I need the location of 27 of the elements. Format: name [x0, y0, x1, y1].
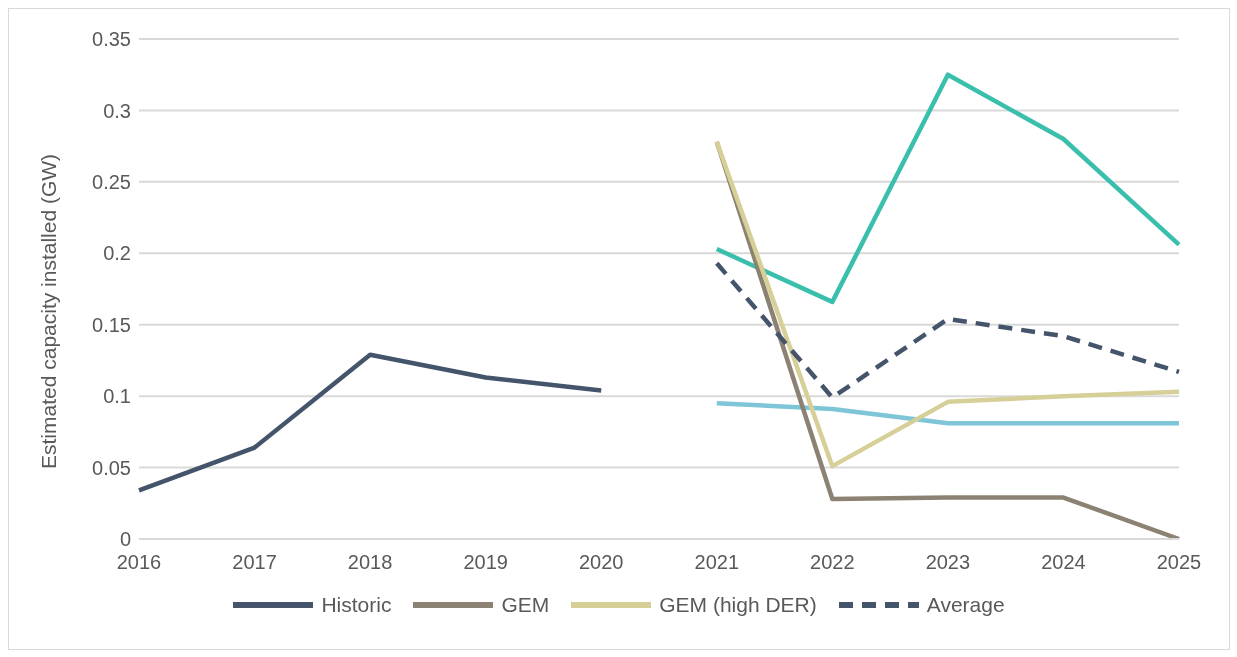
y-tick-label: 0.15	[92, 313, 131, 336]
line-series	[714, 261, 1182, 400]
y-tick-label: 0.25	[92, 170, 131, 193]
line-series	[714, 139, 1182, 469]
x-tick-label: 2022	[810, 551, 855, 574]
legend-label: Historic	[321, 593, 392, 617]
x-tick-label: 2019	[463, 551, 508, 574]
y-tick-label: 0.05	[92, 456, 131, 479]
y-tick-label: 0.1	[103, 385, 131, 408]
legend-label: Average	[926, 593, 1005, 617]
y-axis-title: Estimated capacity installed (GW)	[37, 153, 61, 469]
x-tick-label: 2017	[232, 551, 277, 574]
x-tick-label: 2018	[347, 551, 393, 574]
y-tick-label: 0	[119, 528, 131, 551]
x-tick-label: 2023	[925, 551, 971, 574]
x-tick-label: 2021	[694, 551, 740, 574]
y-tick-label: 0.2	[103, 242, 131, 265]
line-series	[714, 72, 1182, 305]
legend-label: GEM	[501, 593, 550, 617]
x-tick-label: 2024	[1041, 551, 1086, 574]
legend-label: GEM (high DER)	[659, 593, 817, 617]
x-tick-label: 2016	[116, 551, 162, 574]
line-series	[136, 352, 604, 493]
y-tick-label: 0.35	[92, 28, 131, 51]
x-tick-label: 2025	[1156, 551, 1202, 574]
x-tick-label: 2020	[578, 551, 624, 574]
y-tick-label: 0.3	[103, 99, 131, 122]
